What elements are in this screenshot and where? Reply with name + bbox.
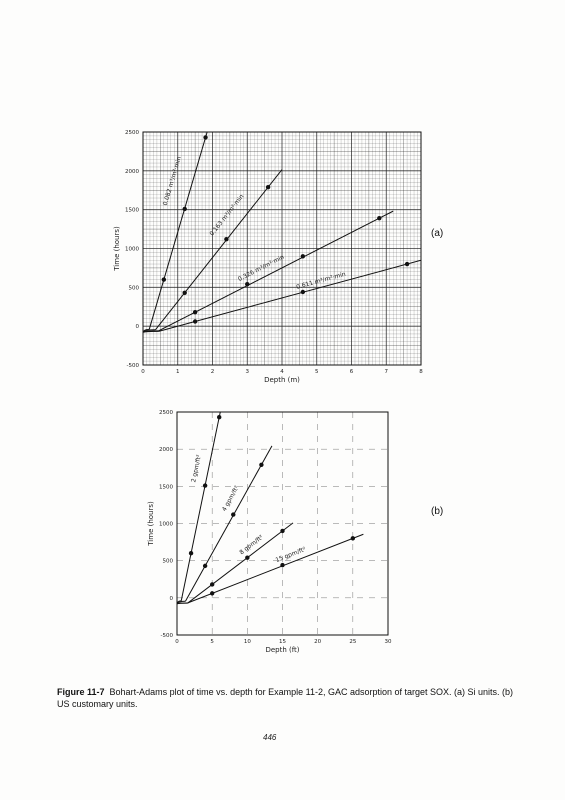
grid	[142, 131, 422, 366]
page-number: 446	[263, 733, 277, 742]
x-tick-label: 5	[315, 369, 319, 375]
plot-frame	[176, 411, 389, 636]
y-tick-label: 2500	[159, 410, 173, 416]
data-point	[188, 551, 194, 556]
data-point	[182, 206, 187, 212]
x-tick-label: 8	[419, 369, 423, 375]
x-tick-label: 2	[211, 369, 215, 375]
chart-b-us-units: 0 5 10 15 20 25 30-50005001000150020002500Dept…	[147, 410, 392, 654]
series-line	[187, 533, 364, 604]
data-point	[182, 290, 187, 295]
grid	[176, 411, 389, 636]
figure-caption-text: Bohart-Adams plot of time vs. depth for …	[57, 687, 514, 709]
series-label: 2 gpm/ft²	[190, 454, 203, 483]
y-tick-label: 1000	[125, 247, 139, 253]
x-tick-label: 0	[175, 639, 179, 645]
data-point	[161, 277, 167, 282]
y-tick-label: -500	[127, 363, 140, 369]
x-tick-label: 3	[246, 369, 250, 375]
y-tick-label: 0	[170, 596, 174, 602]
y-tick-label: 500	[129, 285, 140, 291]
x-tick-label: 4	[280, 369, 284, 375]
figure-caption-label: Figure 11-7	[57, 687, 105, 697]
panel-label-a: (a)	[431, 228, 444, 239]
data-point	[245, 282, 250, 287]
y-tick-label: 500	[163, 559, 174, 565]
y-axis-label: Time (hours)	[113, 226, 121, 272]
data-point	[280, 562, 285, 568]
x-tick-label: 0	[141, 369, 145, 375]
data-point	[192, 309, 198, 315]
data-point	[300, 254, 306, 259]
x-axis-label: Depth (ft)	[265, 646, 299, 654]
data-point	[245, 555, 250, 560]
series-label: 8 gpm/ft²	[238, 533, 265, 556]
data-point	[300, 289, 306, 295]
y-tick-label: 2000	[159, 447, 173, 453]
x-tick-label: 1	[176, 369, 180, 375]
x-tick-label: 7	[385, 369, 389, 375]
series-line	[158, 259, 421, 332]
x-tick-label: 5	[210, 639, 214, 645]
x-tick-label: 20	[314, 639, 321, 645]
y-axis-label: Time (hours)	[147, 501, 155, 547]
series-curve	[177, 602, 188, 605]
x-tick-label: 15	[279, 639, 286, 645]
data-point	[202, 563, 208, 569]
series-line	[185, 445, 273, 602]
data-point	[231, 512, 236, 517]
x-axis-label: Depth (m)	[264, 376, 300, 384]
data-point	[192, 319, 198, 324]
data-point	[224, 236, 229, 242]
y-tick-label: 2000	[125, 169, 139, 175]
y-tick-label: 1000	[159, 522, 173, 528]
series-curve	[143, 330, 159, 333]
series-label: 15 gpm/ft²	[275, 546, 308, 564]
x-tick-label: 6	[350, 369, 354, 375]
data-point	[265, 184, 271, 190]
y-tick-label: 2500	[125, 130, 139, 136]
series-label: 0.611 m³/m²·min	[296, 271, 347, 291]
data-point	[259, 462, 264, 467]
data-point	[280, 528, 285, 534]
series-4: 15 gpm/ft²	[177, 533, 364, 605]
y-tick-label: 0	[136, 324, 140, 330]
x-tick-label: 30	[385, 639, 392, 645]
series-line	[158, 210, 394, 332]
x-tick-label: 25	[349, 639, 356, 645]
y-tick-label: -500	[161, 633, 174, 639]
series-line	[187, 522, 294, 604]
data-point	[209, 582, 215, 587]
data-point	[404, 261, 410, 267]
series-line	[155, 169, 283, 331]
data-point	[217, 415, 222, 420]
series-label: 0.163 m³/m²·min	[208, 193, 245, 237]
figure-caption: Figure 11-7 Bohart-Adams plot of time vs…	[57, 686, 517, 710]
data-point	[203, 135, 208, 140]
y-tick-label: 1500	[125, 208, 139, 214]
series-2: 4 gpm/ft²	[177, 445, 273, 605]
series-label: 4 gpm/ft²	[221, 484, 241, 512]
data-point	[202, 483, 208, 488]
y-tick-label: 1500	[159, 484, 173, 490]
x-tick-label: 10	[244, 639, 251, 645]
data-point	[350, 536, 356, 541]
data-point	[377, 216, 382, 221]
panel-label-b: (b)	[431, 506, 444, 517]
plot-frame	[142, 131, 422, 366]
data-point	[209, 591, 215, 596]
